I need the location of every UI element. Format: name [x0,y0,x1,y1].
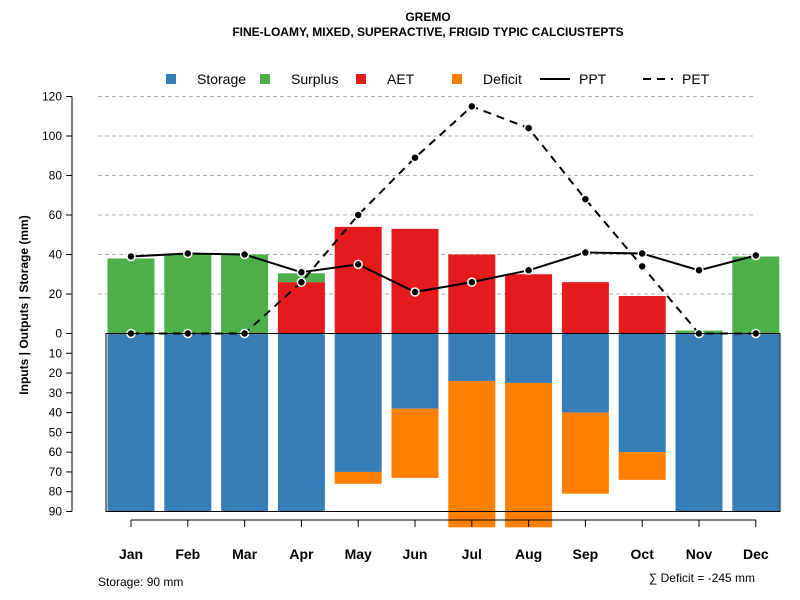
y-tick-label: 0 [55,327,62,341]
surplus-bar [732,256,780,334]
ppt-point [410,287,420,297]
x-tick-label: Oct [631,546,655,562]
storage-legend-swatch [166,74,176,84]
x-tick-label: Jan [119,546,143,562]
y-tick-label: 70 [49,465,63,479]
chart-title: GREMO [405,10,450,24]
y-tick-label: 60 [49,208,63,222]
y-tick-label: 80 [49,169,63,183]
x-tick-label: May [345,546,372,562]
x-tick-label: Nov [686,546,713,562]
storage-bar [675,333,723,512]
storage-bar [107,333,155,512]
deficit-bar [561,412,609,494]
ppt-point [353,259,363,270]
pet-point [296,277,307,287]
storage-bar [732,333,780,512]
x-tick-label: Feb [175,546,200,562]
storage-bar [561,333,609,413]
pet-legend-label: PET [682,71,710,87]
surplus-legend-swatch [260,74,270,84]
aet-legend-swatch [356,74,366,84]
y-tick-label: 100 [42,129,62,143]
deficit-bar [448,380,496,528]
ppt-point [580,247,591,258]
y-tick-label: 120 [42,90,62,104]
ppt-point [751,250,761,261]
aet-bar [391,228,439,334]
storage-bar [618,333,666,453]
ppt-point [523,265,534,276]
deficit-note: ∑ Deficit = -245 mm [649,571,755,585]
x-tick-label: Sep [573,546,599,562]
pet-point [410,152,420,163]
deficit-legend-swatch [452,74,462,84]
storage-bar [277,333,325,512]
ppt-point [239,249,250,260]
bars [107,226,780,528]
y-tick-label: 20 [49,366,63,380]
aet-bar [448,254,496,334]
pet-point [353,210,363,220]
y-axis-label: Inputs | Outputs | Storage (mm) [17,215,31,394]
x-tick-label: Jun [403,546,428,562]
pet-point [523,123,534,133]
axes: 0 20 40 60 80 100 120 10 20 30 40 50 60 70 80 90 Jan Feb M… [42,90,781,562]
deficit-bar [334,471,382,484]
storage-legend-label: Storage [197,71,246,87]
ppt-legend-label: PPT [579,71,607,87]
deficit-bar [618,452,666,480]
surplus-bar [164,254,212,334]
storage-note: Storage: 90 mm [98,575,183,589]
storage-bar [221,333,269,512]
storage-bar [505,333,553,383]
ppt-point [637,248,647,259]
y-tick-label: 80 [49,485,63,499]
ppt-point [126,251,136,262]
storage-bar [334,333,382,472]
y-tick-label: 60 [49,445,63,459]
x-tick-label: Jul [462,546,482,562]
y-tick-label: 40 [49,406,63,420]
aet-bar [277,282,325,334]
pet-point [467,101,477,112]
surplus-bar [107,258,155,334]
deficit-bar [391,408,439,478]
ppt-point [694,265,704,276]
pet-point [580,194,591,204]
y-tick-label: 10 [49,346,63,360]
storage-bar [391,333,439,409]
pet-point [637,261,647,272]
chart-subtitle: FINE-LOAMY, MIXED, SUPERACTIVE, FRIGID T… [232,25,623,39]
x-tick-label: Dec [743,546,769,562]
y-tick-label: 90 [49,505,63,519]
aet-bar [618,295,666,334]
y-tick-label: 30 [49,386,63,400]
surplus-legend-label: Surplus [291,71,338,87]
ppt-point [183,248,193,259]
y-tick-label: 20 [49,287,63,301]
aet-legend-label: AET [387,71,415,87]
aet-bar [334,226,382,334]
x-tick-label: Aug [515,546,542,562]
y-tick-label: 40 [49,248,63,262]
deficit-bar [505,382,553,528]
x-tick-label: Mar [232,546,257,562]
legend: Storage Surplus AET Deficit PPT PET [166,71,710,87]
storage-bar [448,333,496,381]
aet-bar [505,274,553,334]
ppt-point [467,277,477,287]
deficit-legend-label: Deficit [483,71,522,87]
x-tick-label: Apr [289,546,314,562]
surplus-bar [221,254,269,334]
ppt-line [130,251,757,294]
ppt-point [296,267,307,278]
storage-bar [164,333,212,512]
y-tick-label: 50 [49,425,63,439]
aet-bar [561,282,609,334]
